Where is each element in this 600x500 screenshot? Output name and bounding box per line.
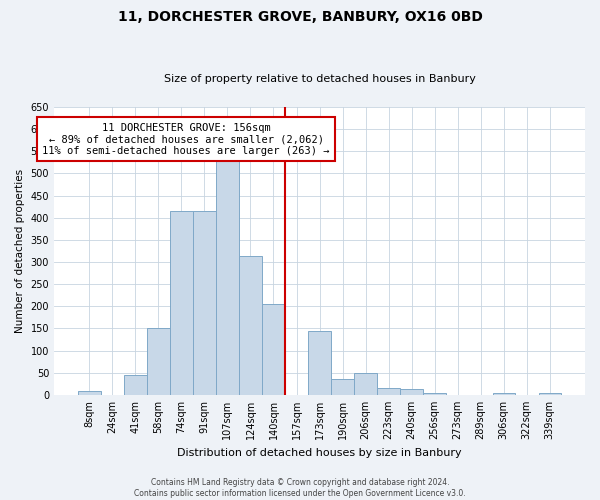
Bar [308, 331, 331, 395]
Y-axis label: Number of detached properties: Number of detached properties [15, 169, 25, 333]
Bar [124, 376, 146, 395]
Bar [193, 210, 215, 395]
Bar [239, 256, 262, 395]
Bar [147, 328, 170, 395]
Bar [539, 393, 561, 395]
Bar [493, 393, 515, 395]
Bar [424, 392, 446, 395]
Bar [216, 160, 239, 395]
Bar [262, 304, 284, 395]
Title: Size of property relative to detached houses in Banbury: Size of property relative to detached ho… [164, 74, 475, 84]
X-axis label: Distribution of detached houses by size in Banbury: Distribution of detached houses by size … [177, 448, 462, 458]
Bar [331, 380, 354, 395]
Text: 11, DORCHESTER GROVE, BANBURY, OX16 0BD: 11, DORCHESTER GROVE, BANBURY, OX16 0BD [118, 10, 482, 24]
Bar [78, 392, 101, 395]
Bar [170, 211, 193, 395]
Bar [355, 373, 377, 395]
Bar [400, 388, 423, 395]
Text: Contains HM Land Registry data © Crown copyright and database right 2024.
Contai: Contains HM Land Registry data © Crown c… [134, 478, 466, 498]
Text: 11 DORCHESTER GROVE: 156sqm
← 89% of detached houses are smaller (2,062)
11% of : 11 DORCHESTER GROVE: 156sqm ← 89% of det… [42, 122, 330, 156]
Bar [377, 388, 400, 395]
